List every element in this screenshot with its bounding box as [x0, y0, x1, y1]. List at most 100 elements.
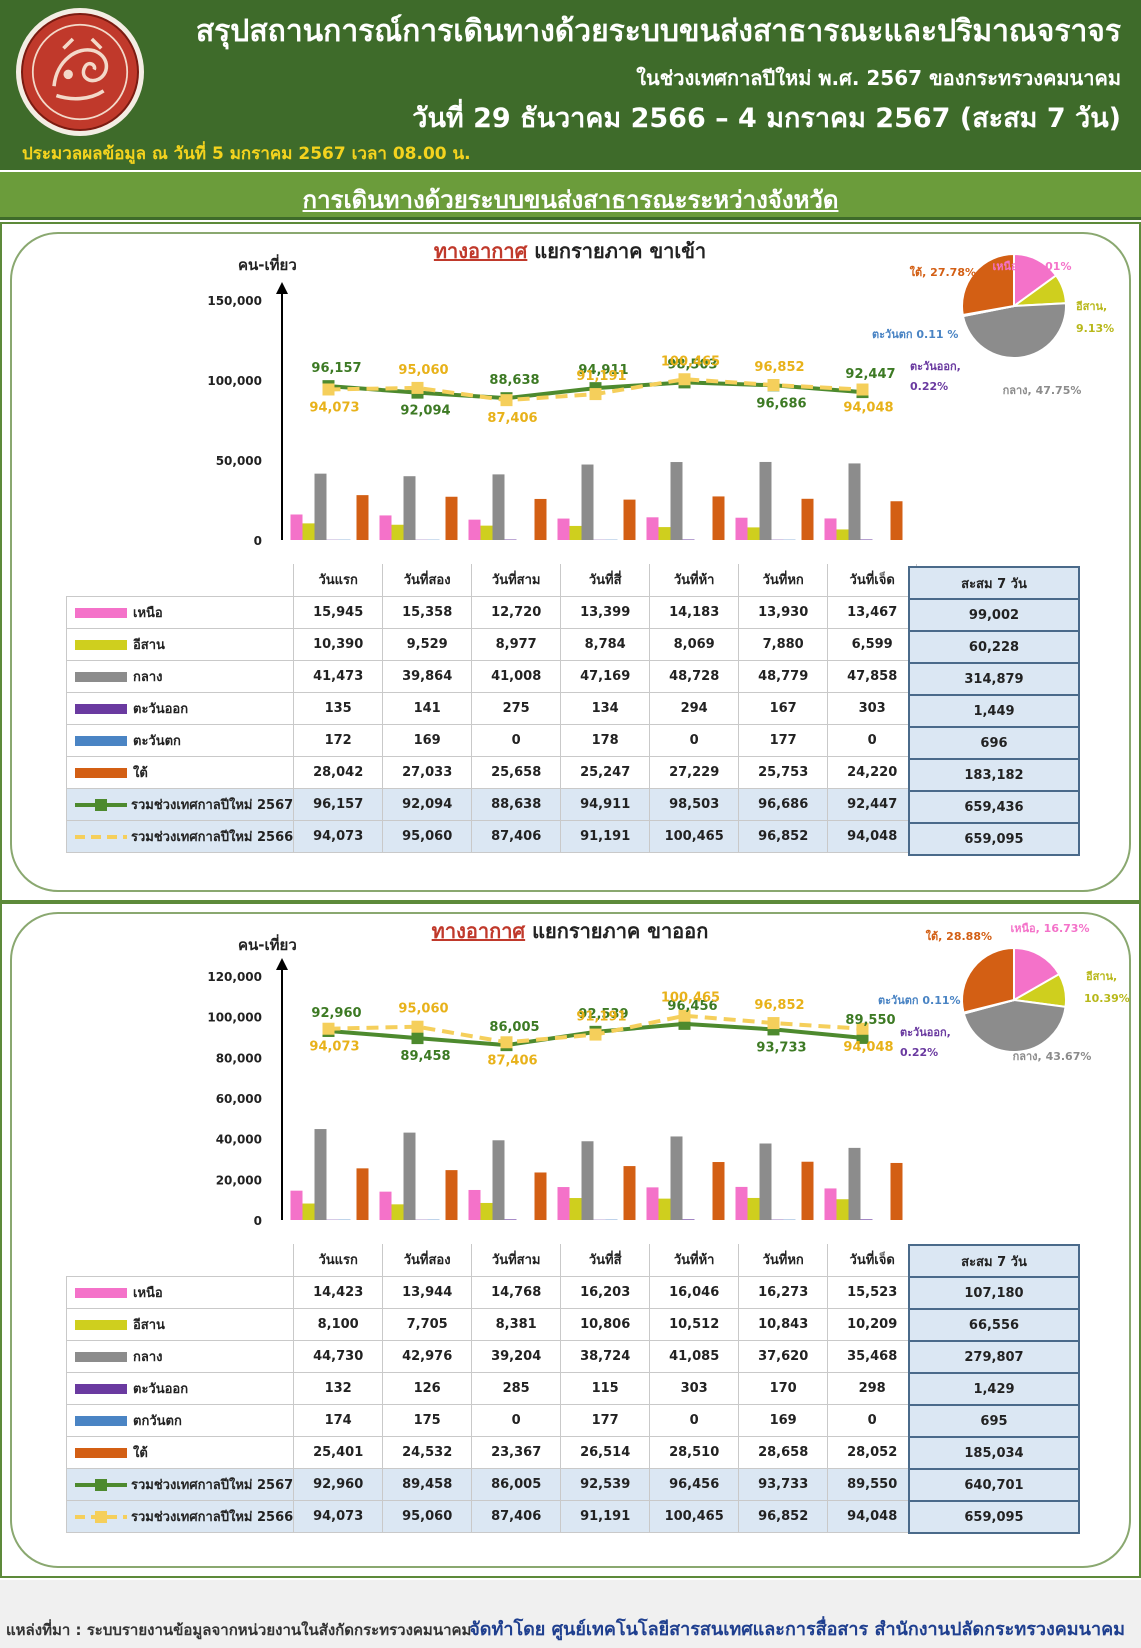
sum-cell: 66,556: [908, 1308, 1080, 1342]
line-data-label: 96,852: [754, 360, 804, 375]
bar-north: [379, 1191, 392, 1220]
table-cell: 28,510: [649, 1435, 740, 1469]
line-point-line2566: [678, 1009, 691, 1022]
line-data-label: 94,073: [309, 400, 359, 415]
pie-label: เหนือ, 16.73%: [1011, 922, 1090, 935]
table-cell: 94,073: [293, 1499, 384, 1533]
sum-cell: 1,449: [908, 694, 1080, 728]
pie-label: ใต้, 28.88%: [926, 929, 992, 943]
table-cell: 10,209: [827, 1307, 918, 1341]
bar-central: [848, 1147, 861, 1220]
legend-line-2567-icon: [75, 799, 127, 811]
table-row: ใต้ 25,401 24,532 23,367 26,514 28,510 28,658 2…: [65, 1435, 918, 1469]
sum-cell: 640,701: [908, 1468, 1080, 1502]
table-cell: 115: [560, 1371, 651, 1405]
legend-swatch-icon: [75, 608, 127, 618]
bar-south: [534, 1172, 547, 1220]
pie-label: เหนือ, 15.01%: [993, 260, 1072, 273]
table-cell: 86,005: [471, 1467, 562, 1501]
bar-central: [314, 1129, 327, 1220]
table-cell: 23,367: [471, 1435, 562, 1469]
bar-northeast: [569, 1198, 582, 1220]
row-label: อีสาน: [65, 627, 295, 661]
total-row: รวมช่วงเทศกาลปีใหม่ 2567 96,157 92,094 88,6…: [65, 787, 918, 821]
bar-south: [356, 495, 369, 540]
table-cell: 92,960: [293, 1467, 384, 1501]
line-data-label: 96,456: [667, 999, 717, 1014]
bar-north: [468, 519, 481, 540]
bar-north: [824, 1188, 837, 1220]
table-corner: [67, 1244, 294, 1276]
table-row: ตะวันออก 132 126 285 115 303 170 298: [65, 1371, 918, 1405]
table-cell: 41,008: [471, 659, 562, 693]
y-tick-label: 120,000: [207, 970, 262, 984]
bar-northeast: [391, 524, 404, 540]
table-cell: 14,423: [293, 1275, 384, 1309]
pie-label: ตะวันตก 0.11%: [878, 994, 961, 1007]
table-row: กลาง 41,473 39,864 41,008 47,169 48,728 48,779…: [65, 659, 918, 693]
pie-label: 0.22%: [910, 380, 948, 393]
y-tick-label: 80,000: [216, 1051, 262, 1065]
row-label: เหนือ: [65, 595, 295, 629]
line-point-line2566: [322, 383, 335, 396]
table-cell: 98,503: [649, 787, 740, 821]
bar-north: [557, 1187, 570, 1220]
line-point-line2567: [856, 1031, 869, 1044]
table-cell: 13,399: [560, 595, 651, 629]
table-cell: 10,390: [293, 627, 384, 661]
bar-north: [735, 517, 748, 540]
processed-timestamp: ประมวลผลข้อมูล ณ วันที่ 5 มกราคม 2567 เว…: [22, 144, 471, 164]
bar-central: [492, 1140, 505, 1220]
line-point-line2566: [856, 383, 869, 396]
legend-swatch-icon: [75, 704, 127, 714]
table-cell: 13,930: [738, 595, 829, 629]
table-cell: 7,880: [738, 627, 829, 661]
table-cell: 0: [649, 1403, 740, 1437]
table-cell: 24,532: [382, 1435, 473, 1469]
bar-east: [504, 1219, 517, 1220]
row-label: ตะวันออก: [65, 1371, 295, 1405]
table-row: ตะวันตก 172 169 0 178 0 177 0: [65, 723, 918, 757]
line-point-line2566: [856, 1022, 869, 1035]
bar-central: [581, 1141, 594, 1220]
table-cell: 135: [293, 691, 384, 725]
bar-central: [403, 476, 416, 540]
line-data-label: 95,060: [398, 363, 448, 378]
panel-frame: [10, 912, 1131, 1568]
line-point-line2566: [411, 1020, 424, 1033]
bar-south: [712, 1162, 725, 1220]
bar-northeast: [747, 527, 760, 540]
table-cell: 8,977: [471, 627, 562, 661]
line-data-label: 92,447: [845, 367, 895, 382]
bar-south: [801, 1161, 814, 1220]
table-corner: [67, 564, 294, 596]
table-cell: 44,730: [293, 1339, 384, 1373]
table-cell: 96,686: [738, 787, 829, 821]
table-cell: 39,864: [382, 659, 473, 693]
table-cell: 28,042: [293, 755, 384, 789]
line-data-label: 92,960: [311, 1006, 361, 1021]
table-cell: 13,467: [827, 595, 918, 629]
line-point-line2566: [589, 388, 602, 401]
table-cell: 37,620: [738, 1339, 829, 1373]
section-band: การเดินทางด้วยระบบขนส่งสาธารณะระหว่างจัง…: [0, 172, 1141, 220]
sum-cell: 183,182: [908, 758, 1080, 792]
table-cell: 35,468: [827, 1339, 918, 1373]
table-cell: 10,806: [560, 1307, 651, 1341]
table-cell: 89,458: [382, 1467, 473, 1501]
total-row: รวมช่วงเทศกาลปีใหม่ 2567 92,960 89,458 86,0…: [65, 1467, 918, 1501]
line-data-label: 89,458: [400, 1049, 450, 1064]
bar-north: [290, 1190, 303, 1220]
sum-cell: 696: [908, 726, 1080, 760]
pie-label: 10.39%: [1084, 992, 1130, 1005]
line-data-label: 94,911: [578, 363, 628, 378]
table-cell: 93,733: [738, 1467, 829, 1501]
table-cell: 14,768: [471, 1275, 562, 1309]
legend-line-2566-icon: [75, 835, 127, 839]
row-label: ใต้: [65, 1435, 295, 1469]
legend-swatch-icon: [75, 1320, 127, 1330]
row-label: ตะวันตก: [65, 723, 295, 757]
table-cell: 95,060: [382, 1499, 473, 1533]
pie-slice: [1013, 946, 1061, 1002]
